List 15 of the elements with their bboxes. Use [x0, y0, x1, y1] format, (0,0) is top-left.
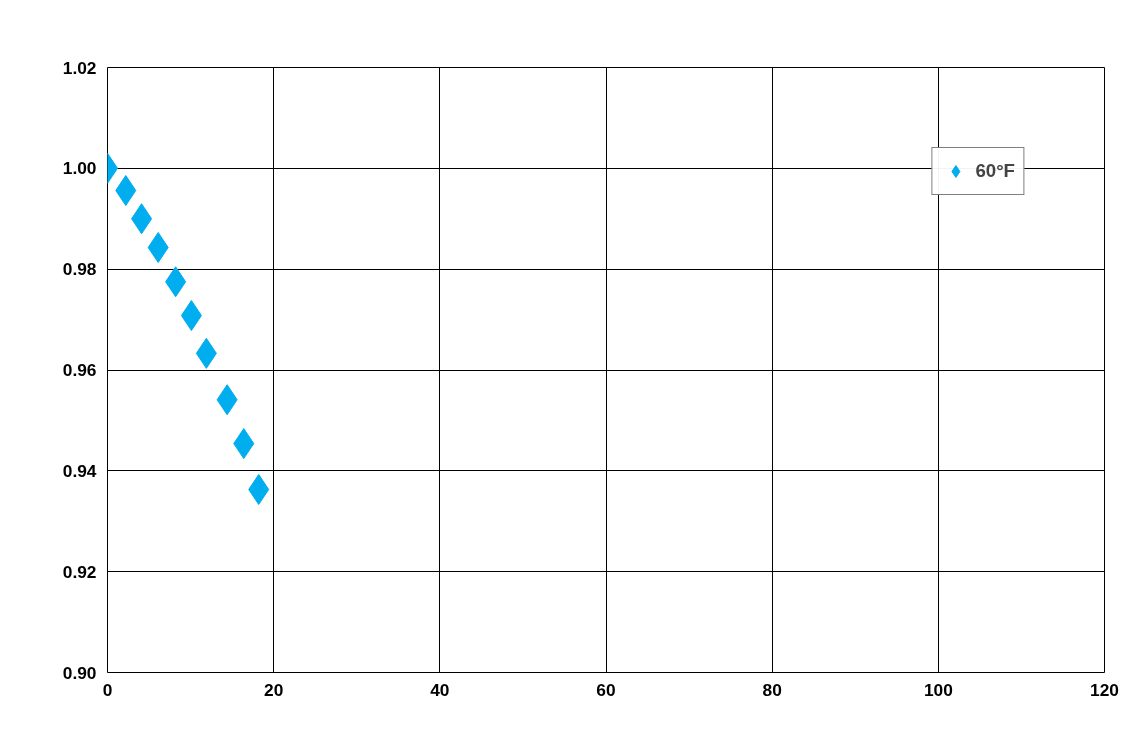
y-tick-label: 1.02 — [62, 57, 97, 78]
x-tick-label: 0 — [102, 679, 113, 700]
x-tick-label: 20 — [264, 679, 284, 700]
x-tick-label: 40 — [430, 679, 450, 700]
x-tick-label: 60 — [596, 679, 616, 700]
y-tick-label: 1.00 — [62, 158, 97, 179]
y-tick-label: 0.98 — [62, 259, 97, 280]
y-tick-label: 0.92 — [62, 561, 97, 582]
y-tick-label: 0.94 — [62, 460, 97, 481]
x-tick-label: 100 — [923, 679, 953, 700]
x-tick-label: 80 — [762, 679, 782, 700]
x-tick-label: 120 — [1090, 679, 1119, 700]
legend-label: 60°F — [975, 160, 1015, 182]
y-tick-label: 0.90 — [62, 662, 97, 683]
y-tick-label: 0.96 — [62, 360, 97, 380]
